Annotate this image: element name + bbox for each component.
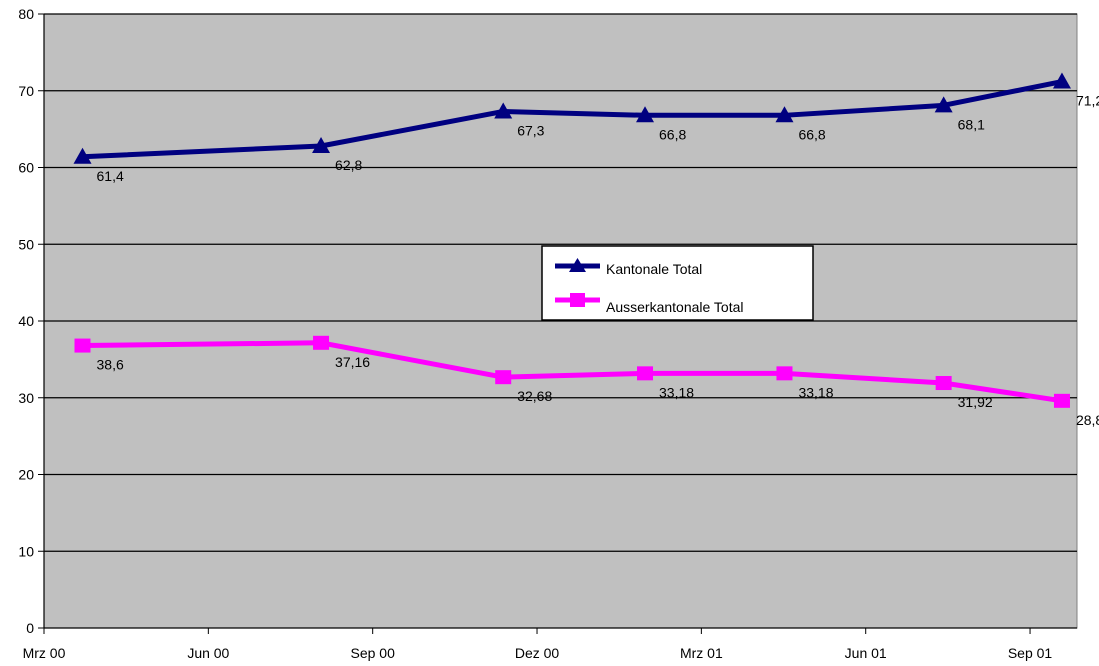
- y-tick-label-40: 40: [18, 313, 34, 329]
- x-tick-label-1: Jun 00: [187, 645, 229, 661]
- series-1-label-0: 38,6: [97, 357, 124, 373]
- series-1-point-5: [935, 376, 952, 391]
- series-0-label-0: 61,4: [97, 168, 124, 184]
- series-1-point-4: [776, 366, 793, 381]
- series-1-point-3: [637, 366, 654, 381]
- series-0-point-0: [73, 147, 92, 164]
- series-1-point-2: [495, 370, 512, 385]
- y-tick-label-0: 0: [26, 620, 34, 636]
- series-0-point-6: [1052, 72, 1071, 89]
- series-group: 61,4 62,8 67,3 66,8 66,8 68,1 71,2 38,6 37,16 32,…: [73, 72, 1099, 428]
- y-tick-label-70: 70: [18, 83, 34, 99]
- x-tick-label-4: Mrz 01: [680, 645, 723, 661]
- series-0-point-5: [934, 96, 953, 113]
- y-tick-label-80: 80: [18, 6, 34, 22]
- legend-box: [541, 245, 814, 321]
- legend-label-kantonale: Kantonale Total: [606, 261, 702, 277]
- series-1-label-4: 33,18: [798, 384, 833, 400]
- series-0-label-3: 66,8: [659, 126, 686, 142]
- series-0-point-1: [312, 137, 331, 154]
- y-tick-label-60: 60: [18, 160, 34, 176]
- x-tick-label-3: Dez 00: [515, 645, 560, 661]
- series-1-point-0: [74, 338, 91, 353]
- x-tick-label-6: Sep 01: [1008, 645, 1053, 661]
- x-tick-label-0: Mrz 00: [23, 645, 66, 661]
- legend: Kantonale Total Ausserkantonale Total: [541, 245, 814, 321]
- series-0-point-4: [775, 106, 794, 123]
- series-1-label-3: 33,18: [659, 384, 694, 400]
- x-axis-ticks: Mrz 00 Jun 00 Sep 00 Dez 00 Mrz 01 Jun 01 Sep …: [23, 628, 1053, 661]
- y-tick-label-30: 30: [18, 390, 34, 406]
- y-axis-ticks: 0 10 20 30 40 50 60 70 80: [18, 6, 44, 636]
- series-0-label-5: 68,1: [958, 116, 985, 132]
- y-tick-label-20: 20: [18, 467, 34, 483]
- gridlines: [44, 13, 1077, 552]
- y-tick-label-10: 10: [18, 543, 34, 559]
- series-0-label-4: 66,8: [798, 126, 825, 142]
- legend-marker-kantonale: [569, 258, 586, 272]
- series-1-label-1: 37,16: [335, 354, 370, 370]
- series-0-label-1: 62,8: [335, 157, 362, 173]
- series-1-label-6: 28,8: [1076, 412, 1099, 428]
- series-0-point-3: [636, 106, 655, 123]
- series-0-point-2: [494, 102, 513, 119]
- legend-label-ausserkantonale: Ausserkantonale Total: [606, 299, 744, 315]
- series-0-label-6: 71,2: [1076, 93, 1099, 109]
- x-tick-label-2: Sep 00: [350, 645, 395, 661]
- series-1-label-5: 31,92: [958, 394, 993, 410]
- series-1-point-1: [313, 335, 330, 350]
- series-1-label-2: 32,68: [517, 388, 552, 404]
- series-1-point-6: [1053, 393, 1070, 408]
- y-tick-label-50: 50: [18, 236, 34, 252]
- x-tick-label-5: Jun 01: [845, 645, 887, 661]
- legend-marker-ausserkantonale: [570, 293, 585, 307]
- series-0-label-2: 67,3: [517, 122, 544, 138]
